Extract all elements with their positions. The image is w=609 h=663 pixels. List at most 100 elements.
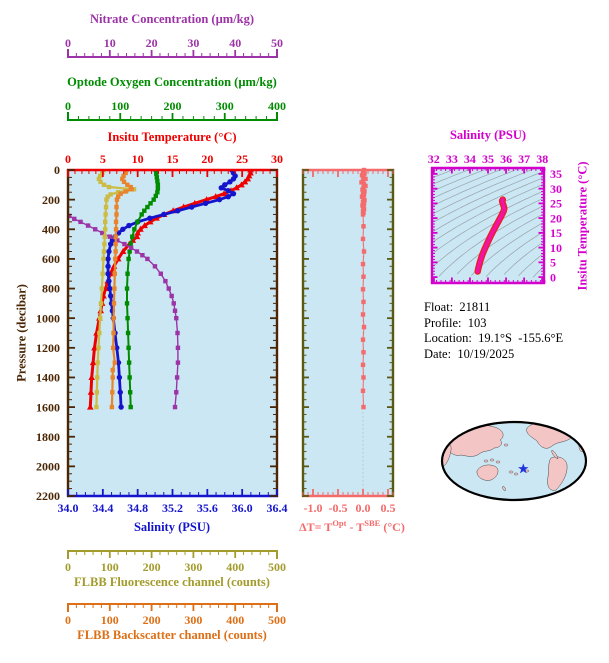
tick-label: 100: [101, 613, 119, 627]
tick-label: 500: [268, 560, 286, 574]
tick-label: 500: [268, 613, 286, 627]
delta-t-panel: -1.0 -0.5 0.0 0.5: [301, 167, 396, 515]
location-map: [440, 420, 588, 502]
tick-label: 200: [143, 613, 161, 627]
ts-temperature-tick-label: 25: [550, 197, 562, 211]
pressure-tick-label: 0: [54, 163, 60, 177]
map-landmass: [563, 422, 578, 431]
pressure-tick-label: 400: [42, 222, 60, 236]
delta-tick-label: 0.5: [381, 501, 396, 515]
series-nitrate: [67, 213, 181, 410]
pressure-tick-label: 2000: [36, 460, 60, 474]
tick-label: 100: [111, 99, 129, 113]
nitrate-axis-title: Nitrate Concentration (µm/kg): [89, 12, 255, 26]
ts-salinity-tick-label: 35: [482, 152, 494, 166]
temperature-tick-label: 5: [100, 152, 106, 166]
delta-frame: [301, 168, 395, 498]
delta-t-label-sup-sbe: SBE: [364, 518, 381, 528]
salinity-tick-label: 36.0: [232, 501, 253, 515]
ts-salinity-axis-title: Salinity (PSU): [449, 128, 527, 142]
delta-t-label-pre: ΔT= T: [299, 520, 333, 534]
temperature-axis-title: Insitu Temperature (°C): [107, 130, 237, 144]
map-island: [513, 472, 519, 476]
tick-label: 40: [229, 36, 241, 50]
tick-label: 300: [184, 613, 202, 627]
oxygen-scale-bar: 0 100 200 300 400: [65, 99, 286, 121]
ts-temperature-tick-label: 35: [550, 167, 562, 181]
pressure-tick-label: 1400: [36, 371, 60, 385]
ts-salinity-tick-label: 37: [518, 152, 530, 166]
tick-label: 20: [146, 36, 158, 50]
float-info-label: Location:: [424, 331, 479, 345]
delta-tick-label: -0.5: [329, 501, 348, 515]
tick-label: 200: [164, 99, 182, 113]
map-island: [483, 459, 489, 463]
oxygen-axis-title: Optode Oxygen Concentration (µm/kg): [67, 75, 277, 89]
series-ts-curve: [474, 196, 508, 275]
salinity-tick-label: 34.4: [92, 501, 113, 515]
ts-salinity-tick-label: 34: [464, 152, 476, 166]
ts-salinity-tick-label: 38: [536, 152, 548, 166]
ts-temperature-tick-label: 20: [550, 211, 562, 225]
pressure-tick-label: 1000: [36, 311, 60, 325]
delta-t-label-mid: - T: [346, 520, 365, 534]
map-island: [495, 460, 501, 464]
series-optode-oxygen: [124, 169, 161, 410]
float-info-line: Date: 10/19/2025: [424, 347, 563, 363]
tick-label: 200: [143, 560, 161, 574]
ts-temperature-tick-label: 0: [550, 270, 556, 284]
salinity-tick-label: 35.2: [162, 501, 183, 515]
tick-label: 400: [268, 99, 286, 113]
pressure-tick-label: 1800: [36, 430, 60, 444]
pressure-tick-label: 1600: [36, 400, 60, 414]
ts-temperature-tick-label: 30: [550, 182, 562, 196]
ts-salinity-tick-label: 33: [446, 152, 458, 166]
ts-temperature-axis-title: Insitu Temperature (°C): [575, 161, 590, 291]
float-info-line: Float: 21811: [424, 300, 563, 316]
tick-label: 0: [65, 560, 71, 574]
pressure-tick-label: 2200: [36, 489, 60, 503]
float-info-label: Float:: [424, 300, 460, 314]
delta-tick-label: -1.0: [304, 501, 323, 515]
profile-series: [67, 169, 254, 410]
temperature-tick-label: 15: [167, 152, 179, 166]
temperature-tick-label: 10: [132, 152, 144, 166]
delta-tick-label: 0.0: [356, 501, 371, 515]
tick-label: 300: [216, 99, 234, 113]
series-delta-t: [359, 167, 368, 410]
pressure-tick-label: 200: [42, 193, 60, 207]
profile-frame: [66, 168, 279, 498]
ts-temperature-tick-label: 15: [550, 226, 562, 240]
float-info-value: 21811: [459, 300, 491, 314]
temperature-tick-label: 25: [236, 152, 248, 166]
pressure-tick-label: 800: [42, 282, 60, 296]
salinity-axis-title: Salinity (PSU): [133, 520, 211, 534]
tick-label: 400: [226, 560, 244, 574]
map-island: [503, 443, 509, 447]
profile-panel: 0 5 10 15 20 25 30 34.0 34.4 34.8 35.2 35.6 36.0 36.4…: [36, 152, 288, 515]
ts-temperature-tick-label: 5: [550, 256, 556, 270]
salinity-tick-label: 36.4: [267, 501, 288, 515]
pressure-tick-label: 1200: [36, 341, 60, 355]
tick-label: 0: [65, 99, 71, 113]
temperature-tick-label: 0: [65, 152, 71, 166]
float-location-star: [518, 463, 529, 474]
nitrate-scale-bar: 0 10 20 30 40 50: [65, 36, 283, 58]
delta-t-label-post: (°C): [380, 520, 405, 534]
float-info-line: Profile: 103: [424, 316, 563, 332]
delta-t-label-sup-opt: Opt: [332, 518, 347, 528]
float-info-value: 103: [467, 315, 487, 330]
map-landmass: [476, 464, 499, 481]
salinity-tick-label: 34.0: [58, 501, 79, 515]
temperature-tick-label: 20: [201, 152, 213, 166]
salinity-tick-label: 35.6: [197, 501, 218, 515]
tick-label: 0: [65, 613, 71, 627]
tick-label: 300: [184, 560, 202, 574]
profile-axis-labels: 0 5 10 15 20 25 30 34.0 34.4 34.8 35.2 35.6 36.0 36.4…: [36, 152, 288, 515]
backscatter-axis-title: FLBB Backscatter channel (counts): [77, 628, 267, 642]
float-info-value: 10/19/2025: [457, 346, 515, 361]
tick-label: 400: [226, 613, 244, 627]
map-landmass: [551, 449, 559, 460]
pressure-axis-title: Pressure (decibar): [14, 284, 29, 382]
